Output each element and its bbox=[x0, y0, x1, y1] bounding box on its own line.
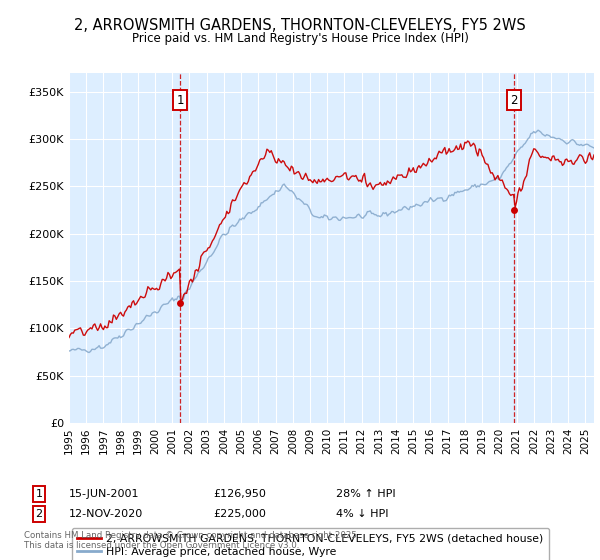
Text: 2: 2 bbox=[511, 94, 518, 107]
Text: 15-JUN-2001: 15-JUN-2001 bbox=[69, 489, 139, 499]
Text: 4% ↓ HPI: 4% ↓ HPI bbox=[336, 509, 389, 519]
Text: £225,000: £225,000 bbox=[213, 509, 266, 519]
Text: £126,950: £126,950 bbox=[213, 489, 266, 499]
Text: 28% ↑ HPI: 28% ↑ HPI bbox=[336, 489, 395, 499]
Text: 1: 1 bbox=[176, 94, 184, 107]
Text: 2: 2 bbox=[35, 509, 43, 519]
Legend: 2, ARROWSMITH GARDENS, THORNTON-CLEVELEYS, FY5 2WS (detached house), HPI: Averag: 2, ARROWSMITH GARDENS, THORNTON-CLEVELEY… bbox=[72, 528, 549, 560]
Text: 2, ARROWSMITH GARDENS, THORNTON-CLEVELEYS, FY5 2WS: 2, ARROWSMITH GARDENS, THORNTON-CLEVELEY… bbox=[74, 18, 526, 32]
Text: Contains HM Land Registry data © Crown copyright and database right 2025.
This d: Contains HM Land Registry data © Crown c… bbox=[24, 530, 359, 550]
Text: Price paid vs. HM Land Registry's House Price Index (HPI): Price paid vs. HM Land Registry's House … bbox=[131, 31, 469, 45]
Text: 12-NOV-2020: 12-NOV-2020 bbox=[69, 509, 143, 519]
Text: 1: 1 bbox=[35, 489, 43, 499]
